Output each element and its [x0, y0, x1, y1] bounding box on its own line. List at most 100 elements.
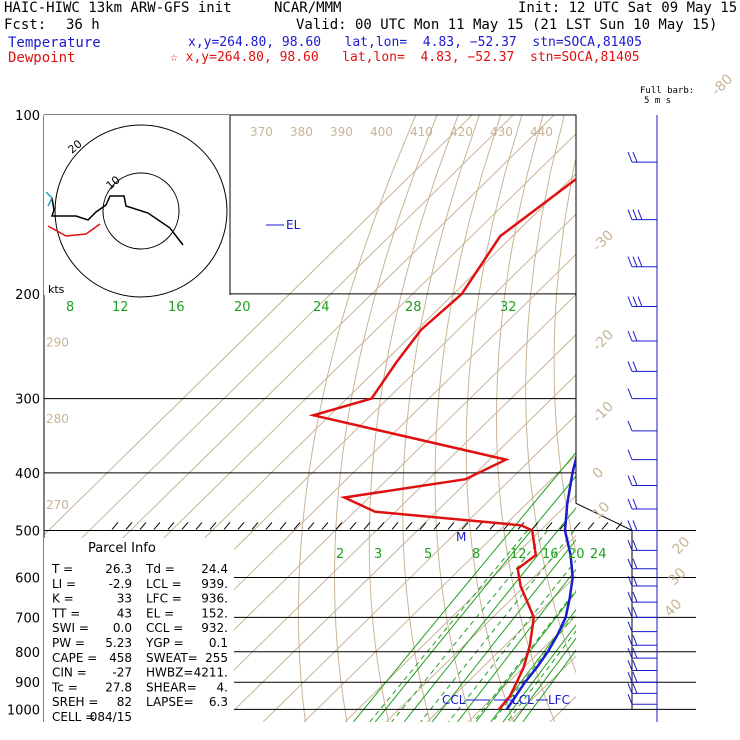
parcel-key: CIN =	[52, 666, 87, 680]
hatch-tick	[111, 522, 119, 530]
theta-label: 420	[450, 125, 473, 139]
hatch-tick	[391, 522, 399, 530]
wind-barb	[627, 621, 657, 633]
parcel-value: 0.0	[113, 621, 132, 635]
pressure-tick-label: 600	[15, 572, 40, 587]
dry-adiabat-line	[465, 115, 523, 722]
parcel-key: SREH =	[52, 695, 98, 709]
hatch-tick	[251, 522, 259, 530]
dewpoint-legend-label: Dewpoint	[8, 50, 76, 66]
mixing-ratio-label: 16	[168, 300, 185, 315]
isotherm-label: -80	[709, 71, 736, 98]
hatch-tick	[293, 522, 301, 530]
parcel-value: 084/15	[90, 710, 132, 724]
hatch-tick	[125, 522, 133, 530]
parcel-value: 458	[109, 651, 132, 665]
hatch-tick	[181, 522, 189, 530]
mixing-ratio-line	[403, 507, 576, 722]
wind-barb	[627, 683, 657, 694]
isotherm-line	[44, 115, 514, 576]
parcel-value: 255	[205, 651, 228, 665]
parcel-panel	[44, 538, 234, 722]
isotherm-label: 40	[662, 596, 686, 620]
hatch-tick	[237, 522, 245, 530]
barb-legend-line2: 5 m s	[644, 96, 672, 106]
isotherm-line	[139, 293, 576, 722]
hatch-tick	[461, 522, 469, 530]
dry-adiabat-line	[434, 115, 502, 722]
parcel-key: CAPE =	[52, 651, 97, 665]
hodograph-trace-red	[47, 223, 101, 237]
isotherm-label: -10	[590, 399, 617, 426]
temperature-legend-label: Temperature	[8, 35, 101, 51]
mixing-ratio-label: 24	[590, 547, 607, 562]
parcel-value: 932.	[201, 621, 228, 635]
wind-barb	[627, 660, 657, 671]
dry-adiabat-line	[708, 115, 740, 722]
hodograph-panel	[44, 115, 230, 295]
hatch-tick	[209, 522, 217, 530]
theta-label: 280	[46, 412, 69, 426]
wind-barb	[627, 361, 657, 372]
dry-adiabat-line	[684, 115, 740, 722]
hatch-tick	[475, 522, 483, 530]
hodograph-trace	[50, 195, 184, 246]
wind-barb	[627, 330, 657, 342]
mixing-ratio-line	[457, 568, 576, 722]
parcel-value: 5.23	[105, 636, 132, 650]
parcel-value: 27.8	[105, 680, 132, 694]
wind-barb	[627, 151, 657, 163]
hatch-tick	[139, 522, 147, 530]
pressure-tick-label: 1000	[7, 703, 40, 718]
isotherm-line	[44, 115, 555, 616]
wind-barb	[627, 635, 657, 646]
hatch-tick	[265, 522, 273, 530]
el-label: EL	[286, 218, 301, 232]
lfc-label: LFC	[548, 693, 570, 707]
hatch-tick	[153, 522, 161, 530]
wind-barb	[627, 540, 657, 551]
parcel-key: EL =	[146, 606, 174, 620]
parcel-value: 152.	[201, 606, 228, 620]
hatch-tick	[321, 522, 329, 530]
isotherm-line	[180, 334, 576, 722]
dry-adiabat-line	[402, 115, 480, 722]
parcel-key: YGP =	[145, 636, 184, 650]
parcel-value: 4211.	[194, 666, 228, 680]
hatch-tick	[545, 522, 553, 530]
parcel-key: Td =	[145, 562, 175, 576]
wind-barb	[627, 607, 657, 618]
parcel-value: 43	[117, 606, 132, 620]
parcel-value: 33	[117, 592, 132, 606]
wind-barb	[627, 498, 657, 510]
isotherm-line	[221, 374, 576, 722]
moist-adiabat-line	[369, 530, 528, 722]
dry-adiabat-line	[634, 115, 740, 722]
parcel-key: LCL =	[146, 577, 182, 591]
mixing-ratio-label: 32	[500, 300, 517, 315]
parcel-value: -27	[112, 666, 132, 680]
mixing-ratio-label: 12	[112, 300, 129, 315]
temperature-trace	[505, 453, 576, 711]
mixing-ratio-line	[490, 608, 576, 722]
mixing-ratio-line	[475, 590, 576, 722]
dry-adiabat-line	[608, 115, 721, 722]
mixing-ratio-line	[513, 637, 576, 722]
parcel-value: 26.3	[105, 562, 132, 576]
org-label: NCAR/MMM	[274, 0, 342, 16]
pressure-tick-label: 400	[15, 467, 40, 482]
theta-label: 400	[370, 125, 393, 139]
dry-adiabat-line	[297, 115, 417, 722]
isotherm-line	[549, 695, 576, 722]
mixing-ratio-label: 3	[374, 547, 382, 562]
mixing-ratio-label: 24	[313, 300, 330, 315]
mixing-ratio-label: 20	[568, 547, 585, 562]
parcel-key: SWEAT=	[146, 651, 198, 665]
mixing-ratio-label: 12	[510, 547, 527, 562]
hatch-tick	[433, 522, 441, 530]
mixing-ratio-line	[502, 624, 576, 722]
parcel-key: CELL =	[52, 710, 95, 724]
parcel-value: 936.	[201, 592, 228, 606]
isotherm-line	[344, 494, 576, 722]
